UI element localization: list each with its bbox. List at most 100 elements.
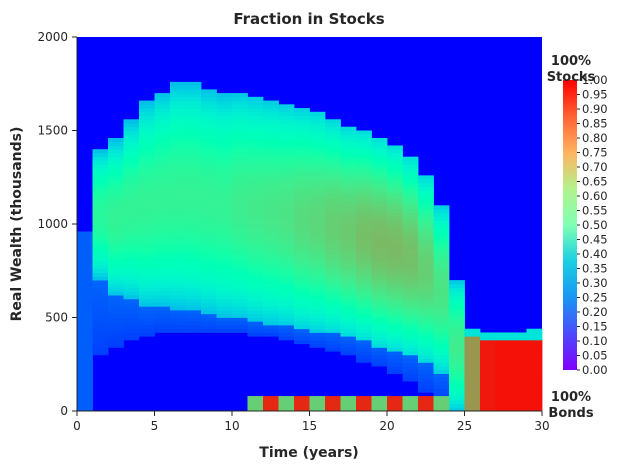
heatmap-cell bbox=[263, 242, 279, 247]
heatmap-cell bbox=[170, 137, 186, 143]
heatmap-cell bbox=[232, 115, 248, 120]
heatmap-cell bbox=[123, 216, 140, 221]
heatmap-cell bbox=[201, 130, 217, 135]
heatmap-cell bbox=[108, 235, 124, 240]
heatmap-cell bbox=[495, 384, 512, 389]
heatmap-cell bbox=[247, 216, 264, 221]
heatmap-cell bbox=[77, 377, 93, 382]
heatmap-cell bbox=[154, 209, 171, 214]
heatmap-cell bbox=[433, 366, 450, 371]
heatmap-cell bbox=[371, 137, 388, 143]
heatmap-cell bbox=[185, 201, 202, 206]
heatmap-cell bbox=[387, 164, 403, 169]
heatmap-cell bbox=[154, 272, 171, 277]
heatmap-cell bbox=[464, 328, 481, 333]
heatmap-cell bbox=[449, 336, 465, 341]
heatmap-cell bbox=[371, 283, 388, 288]
colorbar-tick-label: 0.95 bbox=[582, 88, 608, 102]
heatmap-cell bbox=[340, 227, 357, 232]
heatmap-cell bbox=[340, 216, 357, 221]
heatmap-cell bbox=[247, 201, 264, 206]
heatmap-cell bbox=[325, 224, 341, 229]
heatmap-cell bbox=[340, 276, 357, 281]
heatmap-cell bbox=[371, 354, 388, 360]
heatmap-cell bbox=[309, 324, 326, 330]
heatmap-cell bbox=[139, 317, 155, 322]
heatmap-cell bbox=[170, 212, 186, 217]
heatmap-cell bbox=[356, 205, 372, 210]
heatmap-cell bbox=[263, 268, 279, 274]
heatmap-cell bbox=[170, 220, 186, 225]
heatmap-cell bbox=[123, 298, 140, 303]
heatmap-cell bbox=[185, 324, 202, 330]
heatmap-cell bbox=[247, 295, 264, 300]
heatmap-cell bbox=[77, 298, 93, 303]
heatmap-cell bbox=[201, 126, 217, 131]
heatmap-cell bbox=[154, 96, 171, 101]
heatmap-cell bbox=[418, 351, 434, 356]
heatmap-cell bbox=[309, 137, 326, 143]
heatmap-cell bbox=[356, 339, 372, 345]
heatmap-cell bbox=[325, 160, 341, 165]
heatmap-cell bbox=[123, 276, 140, 281]
heatmap-cell bbox=[294, 231, 310, 236]
heatmap-cell bbox=[402, 283, 419, 288]
heatmap-cell bbox=[77, 276, 93, 281]
heatmap-cell bbox=[108, 265, 124, 270]
heatmap-cell bbox=[464, 373, 481, 378]
heatmap-cell bbox=[247, 96, 264, 101]
heatmap-cell bbox=[232, 134, 248, 139]
heatmap-cell bbox=[247, 152, 264, 158]
colorbar-tick-label: 0.45 bbox=[582, 233, 608, 247]
heatmap-cell bbox=[201, 328, 217, 333]
heatmap-cell bbox=[402, 242, 419, 247]
heatmap-cell bbox=[170, 108, 186, 113]
heatmap-cell bbox=[433, 212, 450, 217]
heatmap-cell bbox=[433, 347, 450, 352]
heatmap-cell bbox=[464, 358, 481, 363]
heatmap-cell bbox=[170, 261, 186, 266]
heatmap-cell bbox=[294, 257, 310, 262]
heatmap-cell bbox=[356, 231, 372, 236]
heatmap-cell bbox=[340, 167, 357, 173]
heatmap-cell bbox=[309, 209, 326, 214]
heatmap-cell bbox=[309, 171, 326, 176]
heatmap-cell bbox=[294, 302, 310, 307]
heatmap-cell bbox=[464, 336, 481, 341]
heatmap-cell bbox=[123, 119, 140, 124]
heatmap-cell bbox=[216, 104, 233, 109]
heatmap-cell bbox=[356, 145, 372, 150]
heatmap-cell bbox=[433, 231, 450, 236]
heatmap-cell bbox=[418, 358, 434, 363]
heatmap-cell bbox=[387, 216, 403, 221]
heatmap-cell bbox=[185, 287, 202, 292]
heatmap-cell bbox=[480, 354, 496, 360]
heatmap-cell bbox=[232, 164, 248, 169]
heatmap-cell bbox=[263, 115, 279, 120]
heatmap-cell bbox=[201, 257, 217, 262]
heatmap-cell bbox=[247, 280, 264, 285]
heatmap-cell bbox=[340, 152, 357, 158]
heatmap-cell bbox=[387, 362, 403, 367]
heatmap-cell bbox=[123, 332, 140, 337]
heatmap-cell bbox=[123, 336, 140, 341]
heatmap-cell bbox=[356, 291, 372, 296]
heatmap-cell bbox=[139, 190, 155, 195]
heatmap-cell bbox=[433, 317, 450, 322]
heatmap-cell bbox=[154, 287, 171, 292]
heatmap-cell bbox=[232, 175, 248, 180]
heatmap-cell bbox=[92, 201, 109, 206]
heatmap-cell bbox=[402, 317, 419, 322]
heatmap-cells bbox=[77, 37, 543, 412]
heatmap-cell bbox=[185, 111, 202, 116]
heatmap-cell bbox=[92, 205, 109, 210]
heatmap-cell bbox=[402, 167, 419, 173]
heatmap-cell bbox=[356, 321, 372, 326]
heatmap-cell bbox=[170, 152, 186, 158]
heatmap-cell bbox=[371, 175, 388, 180]
heatmap-cell bbox=[77, 250, 93, 255]
heatmap-cell bbox=[464, 377, 481, 382]
heatmap-cell bbox=[201, 152, 217, 158]
heatmap-cell bbox=[402, 272, 419, 277]
heatmap-cell bbox=[278, 313, 295, 318]
